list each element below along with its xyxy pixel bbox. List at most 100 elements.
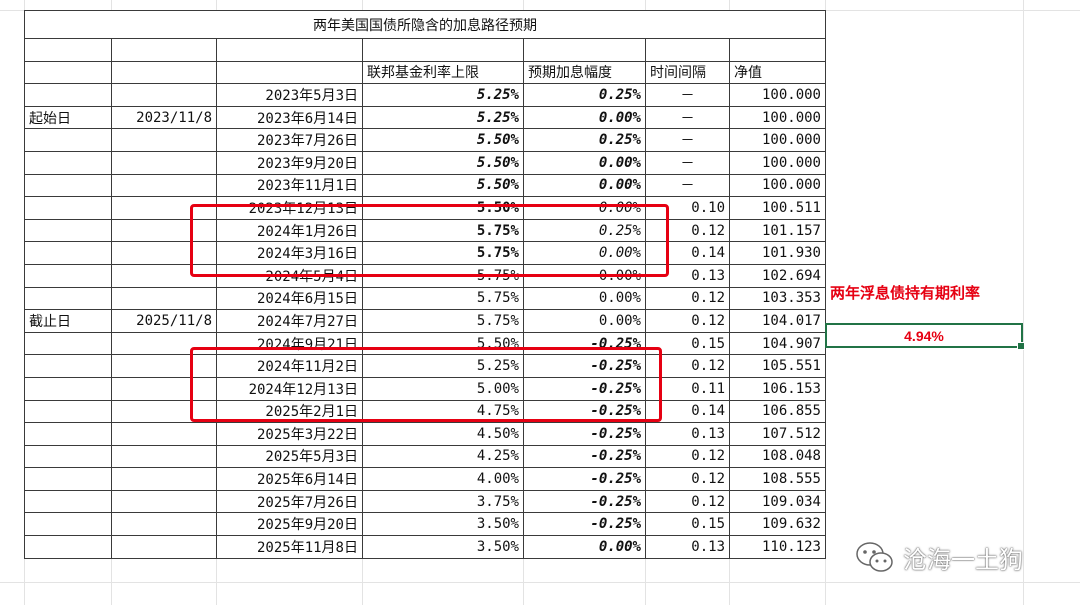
rate-cap-cell[interactable]: 5.50%: [362, 196, 524, 220]
nav-cell[interactable]: 109.034: [729, 489, 826, 514]
expected-hike-cell[interactable]: -0.25%: [523, 376, 646, 401]
cell[interactable]: [111, 60, 217, 85]
row-label-cell[interactable]: [24, 376, 112, 401]
row-label-cell[interactable]: [24, 286, 112, 311]
cell[interactable]: [729, 38, 826, 62]
rate-cap-cell[interactable]: 5.75%: [362, 263, 524, 288]
nav-cell[interactable]: 108.048: [729, 444, 826, 469]
interval-cell[interactable]: －: [645, 128, 730, 152]
nav-cell[interactable]: 100.000: [729, 83, 826, 107]
interval-cell[interactable]: －: [645, 83, 730, 107]
nav-cell[interactable]: 100.000: [729, 173, 826, 198]
row-label-cell[interactable]: [24, 83, 112, 107]
nav-cell[interactable]: 107.512: [729, 422, 826, 446]
expected-hike-cell[interactable]: 0.00%: [523, 309, 646, 333]
expected-hike-cell[interactable]: 0.00%: [523, 173, 646, 198]
row-anchor-date-cell[interactable]: [111, 422, 217, 446]
rate-cap-cell[interactable]: 5.25%: [362, 83, 524, 107]
rate-cap-cell[interactable]: 5.75%: [362, 286, 524, 311]
fill-handle[interactable]: [1017, 342, 1025, 350]
row-label-cell[interactable]: [24, 422, 112, 446]
row-label-cell[interactable]: 起始日: [24, 105, 112, 130]
rate-cap-cell[interactable]: 4.25%: [362, 444, 524, 469]
meeting-date-cell[interactable]: 2024年1月26日: [216, 218, 363, 243]
meeting-date-cell[interactable]: 2024年7月27日: [216, 309, 363, 333]
header-rate-cap[interactable]: 联邦基金利率上限: [362, 60, 524, 85]
expected-hike-cell[interactable]: -0.25%: [523, 444, 646, 469]
interval-cell[interactable]: 0.12: [645, 309, 730, 333]
interval-cell[interactable]: －: [645, 105, 730, 130]
meeting-date-cell[interactable]: 2024年5月4日: [216, 263, 363, 288]
interval-cell[interactable]: 0.15: [645, 331, 730, 356]
interval-cell[interactable]: 0.12: [645, 444, 730, 469]
row-label-cell[interactable]: 截止日: [24, 309, 112, 333]
rate-cap-cell[interactable]: 5.50%: [362, 331, 524, 356]
row-anchor-date-cell[interactable]: 2023/11/8: [111, 105, 217, 130]
row-label-cell[interactable]: [24, 263, 112, 288]
row-anchor-date-cell[interactable]: [111, 128, 217, 152]
cell[interactable]: [523, 38, 646, 62]
expected-hike-cell[interactable]: -0.25%: [523, 399, 646, 424]
nav-cell[interactable]: 103.353: [729, 286, 826, 311]
nav-cell[interactable]: 101.930: [729, 241, 826, 265]
rate-cap-cell[interactable]: 5.75%: [362, 241, 524, 265]
expected-hike-cell[interactable]: -0.25%: [523, 354, 646, 378]
row-anchor-date-cell[interactable]: [111, 263, 217, 288]
meeting-date-cell[interactable]: 2025年9月20日: [216, 512, 363, 537]
interval-cell[interactable]: 0.12: [645, 354, 730, 378]
expected-hike-cell[interactable]: -0.25%: [523, 512, 646, 537]
row-label-cell[interactable]: [24, 399, 112, 424]
nav-cell[interactable]: 102.694: [729, 263, 826, 288]
row-label-cell[interactable]: [24, 196, 112, 220]
row-label-cell[interactable]: [24, 489, 112, 514]
nav-cell[interactable]: 106.153: [729, 376, 826, 401]
interval-cell[interactable]: －: [645, 150, 730, 175]
row-anchor-date-cell[interactable]: [111, 354, 217, 378]
row-label-cell[interactable]: [24, 354, 112, 378]
nav-cell[interactable]: 100.000: [729, 150, 826, 175]
nav-cell[interactable]: 110.123: [729, 535, 826, 559]
row-anchor-date-cell[interactable]: [111, 83, 217, 107]
interval-cell[interactable]: 0.13: [645, 535, 730, 559]
nav-cell[interactable]: 104.907: [729, 331, 826, 356]
interval-cell[interactable]: 0.14: [645, 241, 730, 265]
meeting-date-cell[interactable]: 2023年9月20日: [216, 150, 363, 175]
row-anchor-date-cell[interactable]: [111, 444, 217, 469]
meeting-date-cell[interactable]: 2024年11月2日: [216, 354, 363, 378]
rate-cap-cell[interactable]: 3.75%: [362, 489, 524, 514]
interval-cell[interactable]: 0.10: [645, 196, 730, 220]
nav-cell[interactable]: 106.855: [729, 399, 826, 424]
expected-hike-cell[interactable]: 0.00%: [523, 241, 646, 265]
interval-cell[interactable]: 0.12: [645, 218, 730, 243]
meeting-date-cell[interactable]: 2024年3月16日: [216, 241, 363, 265]
cell[interactable]: [216, 60, 363, 85]
expected-hike-cell[interactable]: 0.00%: [523, 196, 646, 220]
rate-cap-cell[interactable]: 5.25%: [362, 354, 524, 378]
interval-cell[interactable]: 0.12: [645, 489, 730, 514]
nav-cell[interactable]: 104.017: [729, 309, 826, 333]
expected-hike-cell[interactable]: 0.00%: [523, 263, 646, 288]
interval-cell[interactable]: 0.15: [645, 512, 730, 537]
nav-cell[interactable]: 101.157: [729, 218, 826, 243]
rate-cap-cell[interactable]: 3.50%: [362, 512, 524, 537]
expected-hike-cell[interactable]: -0.25%: [523, 467, 646, 491]
row-anchor-date-cell[interactable]: [111, 196, 217, 220]
row-label-cell[interactable]: [24, 241, 112, 265]
expected-hike-cell[interactable]: 0.00%: [523, 535, 646, 559]
interval-cell[interactable]: －: [645, 173, 730, 198]
cell[interactable]: [216, 38, 363, 62]
row-anchor-date-cell[interactable]: [111, 173, 217, 198]
row-anchor-date-cell[interactable]: [111, 489, 217, 514]
meeting-date-cell[interactable]: 2023年6月14日: [216, 105, 363, 130]
row-label-cell[interactable]: [24, 331, 112, 356]
interval-cell[interactable]: 0.12: [645, 286, 730, 311]
nav-cell[interactable]: 100.511: [729, 196, 826, 220]
interval-cell[interactable]: 0.13: [645, 263, 730, 288]
row-label-cell[interactable]: [24, 467, 112, 491]
expected-hike-cell[interactable]: -0.25%: [523, 422, 646, 446]
row-anchor-date-cell[interactable]: [111, 512, 217, 537]
row-anchor-date-cell[interactable]: [111, 535, 217, 559]
table-title[interactable]: 两年美国国债所隐含的加息路径预期: [24, 10, 826, 39]
rate-cap-cell[interactable]: 4.50%: [362, 422, 524, 446]
expected-hike-cell[interactable]: -0.25%: [523, 489, 646, 514]
